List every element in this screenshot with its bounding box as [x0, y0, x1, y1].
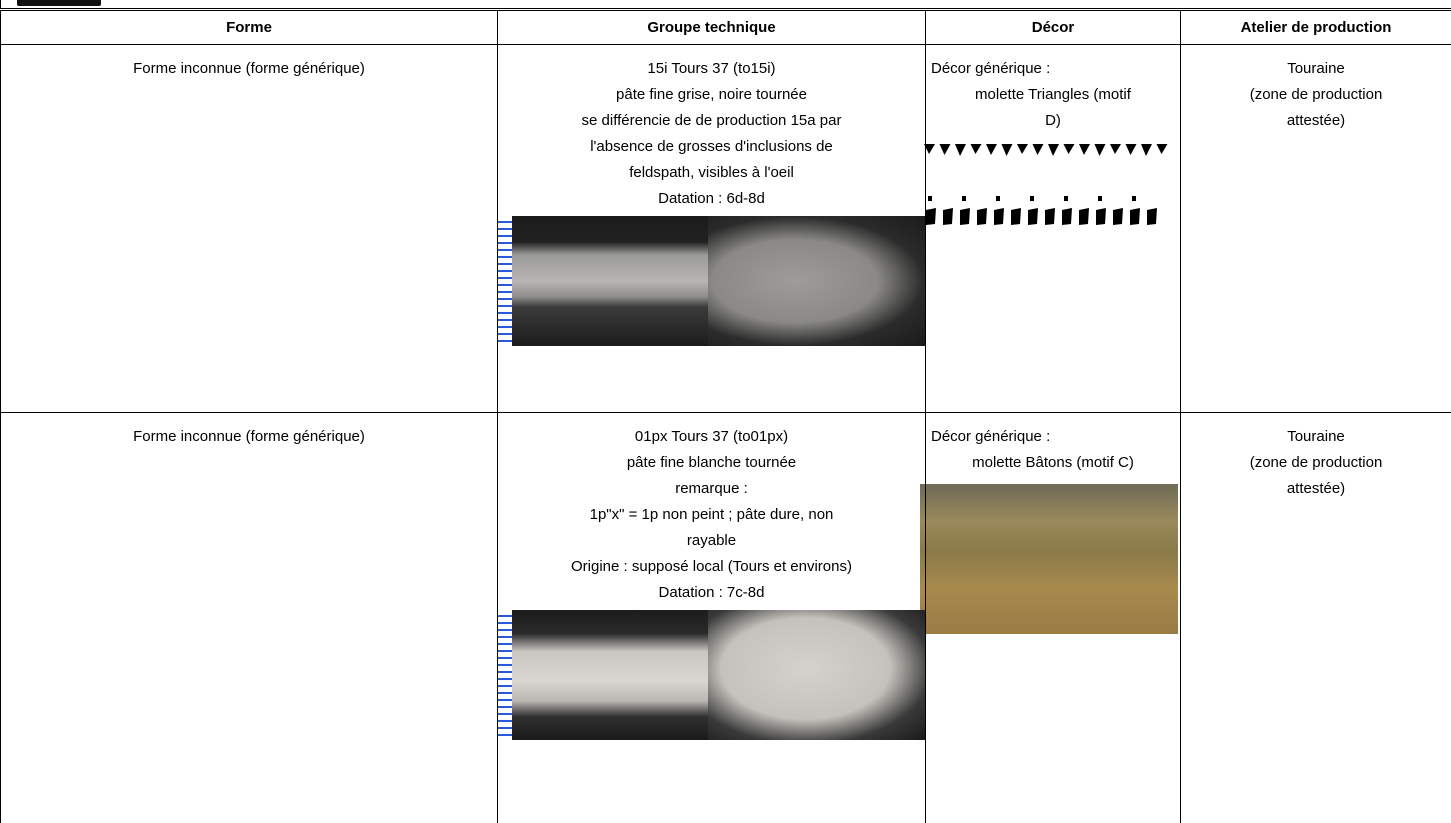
photo — [498, 216, 708, 346]
text-line: Forme inconnue (forme générique) — [133, 428, 365, 445]
results-table: Forme Groupe technique Décor Atelier de pro… — [0, 10, 1451, 823]
photo — [498, 610, 708, 740]
pattern — [924, 144, 1168, 225]
text-line: Décor générique : — [931, 428, 1051, 445]
text-line: Forme inconnue (forme générique) — [133, 60, 365, 77]
ruler — [498, 216, 512, 346]
text-line: pâte fine blanche tournée — [626, 454, 797, 471]
text-line: Datation : 6d-8d — [658, 190, 765, 207]
text-line: Décor générique : — [931, 60, 1051, 77]
text-line: D) — [1045, 112, 1061, 129]
text-line: 01px Tours 37 (to01px) — [634, 428, 789, 445]
ruler — [498, 610, 512, 740]
text-line: Datation : 7c-8d — [658, 584, 765, 601]
text-line: Origine : supposé local (Tours et enviro… — [571, 558, 852, 575]
text-line: 15i Tours 37 (to15i) — [647, 60, 776, 77]
decor-image — [920, 484, 1178, 634]
photo — [708, 610, 925, 740]
cell-atelier: Touraine (zone de production attestée) — [1180, 412, 1451, 823]
cell-forme: Forme inconnue (forme générique) — [0, 412, 498, 823]
cell-decor: Décor générique : molette Bâtons (motif C… — [920, 412, 1181, 823]
column-header: Décor — [925, 10, 1181, 45]
header-row: Forme Groupe technique Décor Atelier de pro… — [0, 10, 1451, 45]
text-line: remarque : — [675, 480, 748, 497]
column-header: Atelier de production — [1180, 10, 1451, 45]
text-line: Touraine — [1287, 60, 1345, 77]
cell-decor: Décor générique : molette Triangles (moti… — [924, 44, 1181, 413]
text-line: l'absence de grosses d'inclusions de — [590, 138, 833, 155]
decor-image — [924, 144, 1168, 225]
column-header: Groupe technique — [497, 10, 926, 45]
button[interactable] — [17, 0, 101, 6]
column-header: Forme — [0, 10, 498, 45]
photos — [498, 610, 925, 740]
text-line: se différencie de de production 15a par — [581, 112, 842, 129]
text-line: (zone de production — [1249, 86, 1383, 103]
text-line: pâte fine grise, noire tournée — [616, 86, 807, 103]
text-line: (zone de production — [1249, 454, 1383, 471]
photos — [498, 216, 925, 346]
cell-forme: Forme inconnue (forme générique) — [0, 44, 498, 413]
toolbar — [0, 0, 1451, 9]
text-line: attestée) — [1286, 480, 1346, 497]
text-line: rayable — [686, 532, 737, 549]
cell-groupe: 15i Tours 37 (to15i) pâte fine grise, noi… — [497, 44, 926, 413]
text-line: molette Bâtons (motif C) — [972, 454, 1134, 471]
text-line: 1p"x" = 1p non peint ; pâte dure, non — [589, 506, 834, 523]
text-line: feldspath, visibles à l'oeil — [629, 164, 794, 181]
photo — [708, 216, 925, 346]
cell-atelier: Touraine (zone de production attestée) — [1180, 44, 1451, 413]
table-row: Forme inconnue (forme générique) 15i Tour… — [0, 44, 1451, 413]
text-line: attestée) — [1286, 112, 1346, 129]
cell-groupe: 01px Tours 37 (to01px) pâte fine blanche … — [497, 412, 926, 823]
text-line: Touraine — [1287, 428, 1345, 445]
table-row: Forme inconnue (forme générique) 01px Tou… — [0, 412, 1451, 823]
text-line: molette Triangles (motif — [975, 86, 1131, 103]
